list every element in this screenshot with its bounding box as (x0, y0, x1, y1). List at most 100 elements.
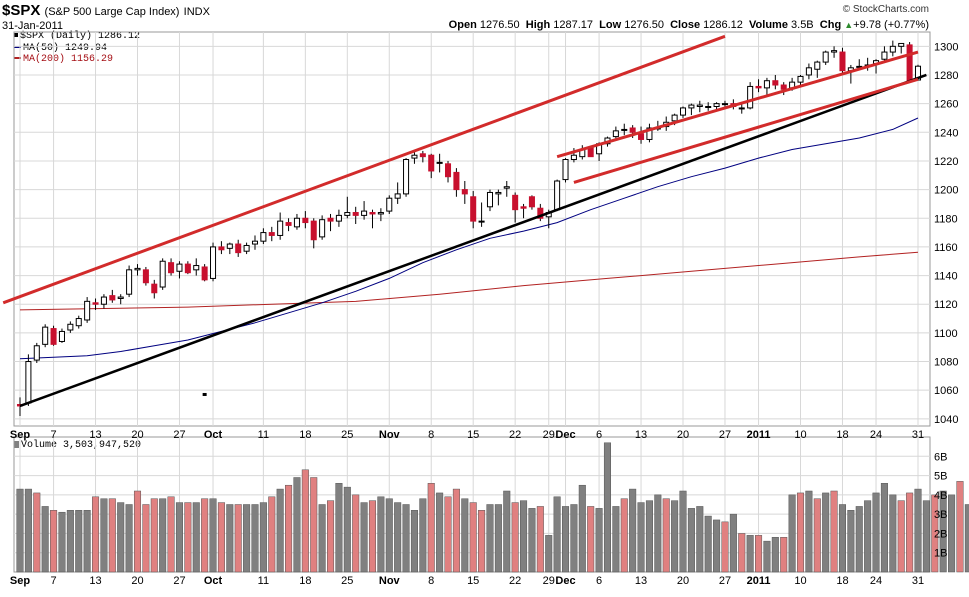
volume-bar (948, 494, 956, 573)
volume-bar (956, 481, 964, 573)
candle-body (293, 217, 300, 228)
volume-bar (587, 506, 595, 573)
candle-body (629, 127, 636, 133)
candle-body (495, 191, 502, 195)
candle (461, 181, 468, 204)
volume-bar (855, 506, 863, 573)
legend-ma50-label: MA(50) 1249.94 (23, 43, 108, 54)
volume-bar (503, 490, 511, 573)
candle-body (587, 147, 594, 158)
candle-body (319, 219, 326, 238)
volume-x-tick-label: 13 (89, 575, 101, 587)
volume-x-tick-label: 20 (131, 575, 143, 587)
price-x-tick-label: 27 (719, 429, 731, 441)
volume-bar (83, 510, 91, 573)
volume-bar (822, 492, 830, 573)
symbol: $SPX (2, 2, 41, 19)
volume-bar (251, 504, 259, 573)
candle-body (42, 326, 49, 345)
candle-body (696, 104, 703, 108)
candle-body (251, 240, 259, 245)
volume-bar (142, 504, 150, 573)
volume-bar (906, 492, 914, 573)
candle-body (126, 269, 133, 295)
candle (445, 160, 452, 183)
price-x-tick-label: 7 (51, 429, 57, 441)
volume-bar (75, 510, 83, 573)
price-x-tick-label: 6 (596, 429, 602, 441)
candle-body (67, 323, 74, 331)
short-channel-lower-trendline (573, 77, 919, 184)
price-x-tick-label: 11 (258, 429, 269, 441)
candle-body (411, 154, 418, 159)
volume-bar (788, 494, 796, 573)
candle-body (193, 265, 200, 271)
volume-bar (570, 504, 578, 573)
candle (310, 218, 317, 249)
price-axis-tick-label: 1060 (934, 385, 958, 397)
price-x-tick-label: Nov (379, 429, 401, 441)
candle (42, 324, 49, 348)
candle (839, 47, 846, 75)
price-axis-tick-label: 1080 (934, 357, 958, 369)
candle (58, 328, 65, 343)
candle (747, 82, 754, 110)
candle (428, 153, 435, 179)
candle (50, 325, 57, 346)
volume-bar (746, 535, 754, 573)
price-x-tick-label: 25 (341, 429, 353, 441)
price-x-tick-label: 10 (794, 429, 806, 441)
candle-body (638, 133, 645, 140)
candle-body (831, 50, 838, 53)
symbol-description: (S&P 500 Large Cap Index) (44, 6, 180, 18)
candle (411, 150, 418, 164)
candle-body (755, 85, 762, 89)
price-x-tick-label: 20 (677, 429, 689, 441)
volume-bar (545, 535, 553, 573)
candle (403, 158, 410, 197)
volume-bar (704, 515, 712, 573)
volume-bar (838, 504, 846, 573)
price-axis-tick-label: 1040 (934, 414, 958, 426)
price-axis-tick-label: 1280 (934, 70, 958, 82)
candle (293, 213, 300, 230)
candle (621, 123, 628, 136)
candle (528, 195, 535, 210)
candle (176, 261, 183, 279)
price-x-tick-label: 31 (912, 429, 924, 441)
volume-bar (159, 498, 167, 573)
volume-bar (771, 537, 779, 573)
volume-bar (478, 510, 486, 573)
change-label: Chg (819, 19, 842, 31)
volume-bar (486, 504, 494, 573)
price-x-tick-label: Oct (204, 429, 223, 441)
candle (755, 79, 762, 93)
volume-bar (226, 504, 234, 573)
candle-body (688, 104, 695, 109)
candle-body (109, 295, 116, 301)
volume-x-tick-label: 8 (428, 575, 434, 587)
candle-body (226, 243, 233, 249)
candle-body (84, 300, 91, 321)
candle (369, 209, 376, 229)
volume-bar (201, 498, 209, 573)
short-channel-upper-trendline (556, 50, 919, 159)
candle (193, 258, 200, 276)
candle-body (25, 361, 32, 404)
candle-body (361, 210, 368, 216)
candle (805, 63, 812, 80)
candle-body (478, 220, 485, 223)
candle-body (403, 159, 410, 195)
volume-bar (352, 494, 360, 573)
volume-axis-tick-label: 4B (934, 490, 947, 502)
candle (898, 42, 905, 54)
candle (327, 213, 334, 232)
volume-bar (243, 504, 251, 573)
candle (226, 242, 233, 255)
volume-bar (184, 502, 192, 573)
volume-bar (444, 496, 452, 573)
volume-x-tick-label: 31 (912, 575, 924, 587)
candle (814, 60, 821, 78)
volume-bar (864, 500, 872, 573)
volume-bar (620, 498, 628, 573)
